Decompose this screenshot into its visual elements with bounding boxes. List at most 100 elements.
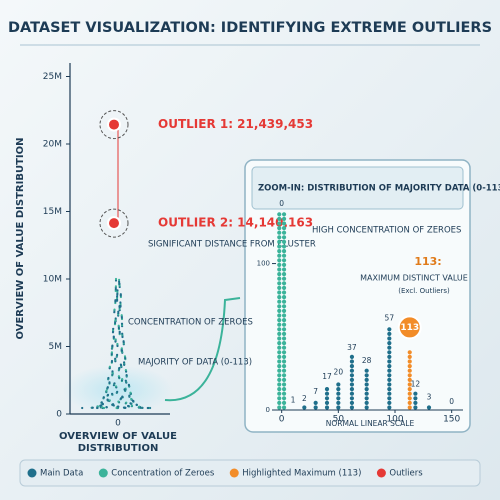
legend-swatch	[98, 468, 108, 478]
cluster-dot	[128, 394, 131, 397]
dot	[281, 405, 287, 410]
dot	[281, 221, 287, 226]
dot	[281, 350, 287, 355]
dot	[336, 396, 341, 401]
dot	[364, 373, 369, 378]
dot	[407, 387, 412, 392]
outlier-label: OUTLIER 1: 21,439,453	[158, 117, 313, 131]
y-tick-label: 10M	[43, 275, 62, 285]
dot	[281, 396, 287, 401]
cluster-dot	[115, 406, 118, 410]
cluster-dot	[117, 400, 120, 403]
cluster-dot	[103, 406, 106, 410]
y-tick-label: 0	[266, 406, 270, 414]
page-title: DATASET VISUALIZATION: IDENTIFYING EXTRE…	[8, 20, 492, 36]
cluster-dot	[112, 335, 115, 338]
dot	[281, 226, 287, 231]
dot	[349, 382, 355, 387]
dot-column	[387, 327, 392, 410]
dot	[281, 304, 287, 309]
dot	[277, 244, 282, 249]
cluster-dot	[119, 363, 122, 366]
annotation: MAJORITY OF DATA (0-113)	[138, 358, 252, 368]
outlier-label: OUTLIER 2: 14,140,163	[158, 216, 313, 230]
dot	[281, 239, 287, 244]
cluster-dot	[114, 277, 118, 281]
cluster-dot	[118, 330, 121, 333]
dot	[349, 391, 355, 396]
x-tick-label: 100	[386, 415, 403, 425]
cluster-dot	[114, 317, 117, 320]
dot	[387, 345, 392, 350]
value-label: 2	[302, 394, 307, 403]
legend-swatch	[27, 468, 37, 478]
cluster-dot	[120, 322, 124, 325]
dot	[281, 359, 287, 364]
dot	[407, 391, 412, 396]
dot	[281, 391, 287, 396]
cluster-dot	[120, 349, 124, 352]
cluster-dot	[119, 293, 122, 296]
dot	[387, 405, 392, 410]
dot	[281, 244, 287, 249]
cluster-dot	[114, 338, 117, 341]
dot	[281, 364, 287, 369]
dot	[281, 212, 287, 217]
cluster-dot	[130, 404, 134, 407]
dot	[281, 299, 287, 304]
dot	[324, 387, 330, 392]
outlier-point	[107, 216, 121, 231]
cluster-dot	[105, 389, 108, 392]
y-tick-label: 100	[257, 260, 270, 268]
dot	[277, 318, 282, 323]
x-tick-label: 150	[443, 415, 460, 425]
dot	[413, 405, 418, 410]
x-tick-label: 0	[115, 419, 121, 429]
dot	[364, 377, 369, 382]
dot	[277, 368, 282, 373]
dot	[277, 267, 282, 272]
dot	[277, 295, 282, 300]
dot-column	[426, 405, 432, 410]
cluster-dot	[116, 295, 119, 298]
cluster-dot	[112, 403, 115, 407]
dot	[387, 400, 392, 405]
value-label: 28	[362, 356, 372, 365]
dot	[281, 322, 287, 327]
dot	[349, 400, 355, 405]
dot	[281, 258, 287, 263]
y-tick-label: 5M	[49, 342, 63, 352]
cluster-dot	[91, 406, 94, 409]
cluster-dot	[121, 378, 124, 381]
cluster-dot	[123, 361, 126, 364]
dot-column	[302, 405, 307, 410]
dot	[349, 377, 355, 382]
dot	[277, 373, 282, 378]
dot	[364, 387, 369, 392]
cluster-dot	[124, 369, 127, 372]
dot	[407, 354, 412, 359]
dot-column	[277, 212, 287, 410]
dot	[281, 262, 287, 267]
dot	[277, 216, 282, 221]
dot	[281, 267, 287, 272]
dot	[349, 354, 355, 359]
cluster-dot	[108, 381, 111, 384]
dot	[281, 235, 287, 240]
dot	[426, 405, 432, 410]
dot	[281, 387, 287, 392]
dot-column	[313, 400, 318, 410]
panel-title: ZOOM-IN: DISTRIBUTION OF MAJORITY DATA (…	[258, 184, 500, 194]
cluster-dot	[113, 382, 116, 385]
dot	[281, 253, 287, 258]
dot	[277, 377, 282, 382]
dot	[281, 230, 287, 235]
dot	[387, 364, 392, 369]
dot	[277, 226, 282, 231]
dot	[277, 405, 282, 410]
cluster-dot	[117, 375, 120, 378]
dot	[407, 400, 412, 405]
dot	[281, 249, 287, 254]
dot	[364, 391, 369, 396]
dot	[277, 290, 282, 295]
